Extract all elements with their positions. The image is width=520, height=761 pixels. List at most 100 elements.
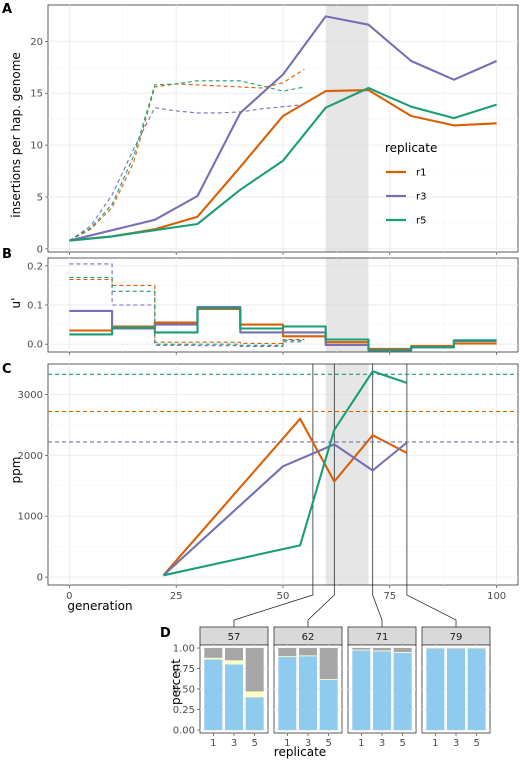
panel-c-ylabel: ppm	[9, 457, 23, 484]
ytick-label: 0.25	[173, 705, 195, 716]
ytick-label: 5	[37, 192, 43, 203]
xtick-label: 1	[358, 738, 364, 749]
ytick-label: 0	[37, 573, 43, 584]
panel-d-xlabel: replicate	[274, 745, 326, 759]
panel-a-label: A	[2, 2, 12, 17]
panel-a-ylabel: insertions per hap. genome	[9, 52, 23, 218]
series-line-r1-dashed	[69, 68, 305, 242]
connector-line	[307, 585, 335, 627]
stacked-bar-segment	[278, 657, 297, 730]
stacked-bar-segment	[245, 697, 264, 730]
stacked-bar-segment	[393, 652, 412, 653]
facet-strip-label: 71	[376, 632, 389, 643]
legend-label-r3: r3	[416, 192, 426, 203]
ytick-label: 0.0	[27, 340, 43, 351]
stacked-bar-segment	[225, 660, 243, 665]
facet-connectors	[233, 585, 457, 627]
panel-b-label: B	[2, 247, 12, 262]
series-line-r3-solid	[162, 441, 408, 577]
stacked-bar-segment	[225, 664, 243, 730]
legend-label-r1: r1	[416, 168, 426, 179]
ytick-label: 20	[30, 37, 43, 48]
series-line-r1-dashed	[69, 278, 305, 344]
ytick-label: 0.1	[27, 301, 43, 312]
stacked-bar-segment	[393, 652, 412, 730]
stacked-bar-segment	[245, 648, 264, 692]
xtick-label: 100	[487, 591, 506, 602]
panel-c-xlabel: generation	[67, 599, 132, 613]
stacked-bar-segment	[426, 648, 445, 730]
stacked-bar-segment	[278, 648, 297, 657]
stacked-bar-segment	[204, 648, 223, 658]
panel-b: 0.0 0.1 0.2	[27, 257, 519, 355]
series-line-r3-dashed	[69, 104, 305, 242]
connector-line	[406, 585, 457, 627]
series-line-r3-solid	[69, 15, 498, 242]
xtick-label: 25	[170, 591, 183, 602]
xtick-label: 50	[277, 591, 290, 602]
panel-c: 0 1000 2000 3000 0 25 50 75 100	[18, 363, 519, 602]
stacked-bar-segment	[278, 656, 297, 658]
stacked-bar-segment	[204, 657, 223, 660]
xtick-label: 3	[305, 738, 311, 749]
facet-strip-label: 79	[450, 632, 463, 643]
ytick-label: 0.2	[27, 261, 43, 272]
stacked-bar-segment	[319, 679, 338, 680]
series-line-r1-solid	[162, 417, 408, 576]
shaded-window	[325, 258, 369, 352]
stacked-bar-segment	[204, 659, 223, 730]
series-line-r5-solid	[69, 86, 497, 242]
ytick-label: 15	[30, 89, 43, 100]
legend-label-r5: r5	[416, 216, 426, 227]
stacked-bar-segment	[352, 648, 371, 650]
ytick-label: 0.00	[173, 726, 195, 737]
panel-c-label: C	[2, 362, 12, 377]
xtick-label: 1	[284, 738, 290, 749]
facet-62: 62 1 3 5	[273, 626, 343, 749]
stacked-bar-segment	[299, 655, 317, 657]
stacked-bar-segment	[299, 656, 317, 730]
stacked-bar-segment	[373, 650, 391, 652]
panel-a: 0 5 10 15 20	[30, 4, 519, 255]
stacked-bar-segment	[245, 691, 264, 698]
series-line-r5-dashed	[69, 277, 305, 346]
legend: r1 r3 r5	[386, 168, 426, 227]
ytick-label: 3000	[18, 390, 43, 401]
xtick-label: 5	[399, 738, 405, 749]
panel-b-ylabel: u'	[9, 298, 23, 309]
series-line-r5-dashed	[69, 80, 305, 242]
ytick-label: 0.50	[173, 685, 195, 696]
stacked-bar-segment	[373, 651, 391, 730]
xtick-label: 75	[383, 591, 396, 602]
ytick-label: 1.00	[173, 644, 195, 655]
stacked-bar-segment	[447, 648, 465, 730]
stacked-bar-segment	[319, 648, 338, 680]
facet-strip-label: 57	[228, 632, 241, 643]
panel-d-label: D	[160, 626, 171, 641]
ytick-label: 1000	[18, 512, 43, 523]
ytick-label: 0.75	[173, 664, 195, 675]
xtick-label: 0	[66, 591, 72, 602]
stacked-bar-segment	[373, 648, 391, 651]
ytick-label: 0	[37, 244, 43, 255]
facet-71: 71 1 3 5	[347, 626, 417, 749]
xtick-label: 5	[251, 738, 257, 749]
stacked-bar-segment	[299, 648, 317, 656]
shaded-window	[325, 5, 369, 252]
stacked-bar-segment	[393, 648, 412, 653]
shaded-window	[325, 364, 369, 585]
stacked-bar-segment	[352, 650, 371, 730]
ytick-label: 2000	[18, 451, 43, 462]
series-line-r5-solid	[163, 370, 408, 577]
panel-d-ylabel: percent	[169, 659, 183, 705]
stacked-bar-segment	[352, 649, 371, 651]
xtick-label: 1	[210, 738, 216, 749]
stacked-bar-segment	[225, 648, 243, 661]
xtick-label: 3	[453, 738, 459, 749]
ytick-label: 10	[30, 141, 43, 152]
xtick-label: 3	[379, 738, 385, 749]
connector-line	[372, 585, 383, 627]
facet-79: 79 1 3 5	[421, 626, 491, 749]
